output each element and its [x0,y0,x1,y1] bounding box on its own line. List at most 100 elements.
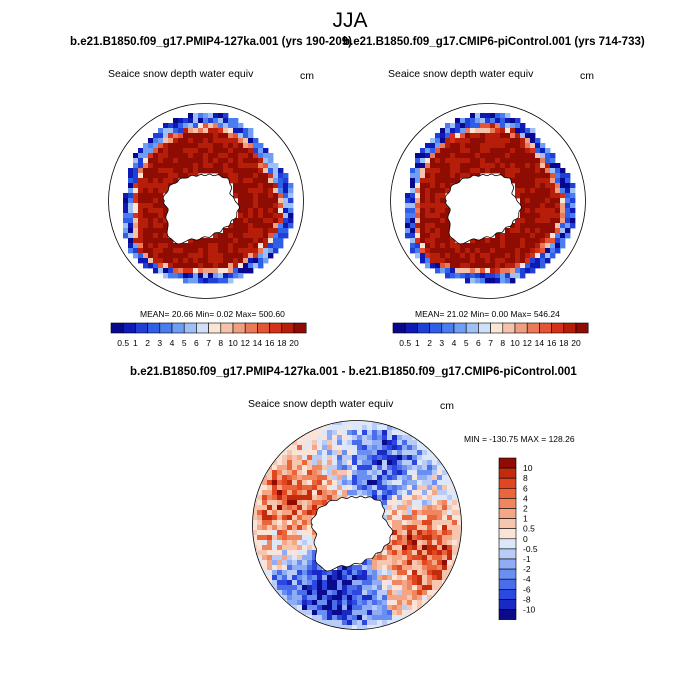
panel-right-colorbar-swatch [575,322,589,334]
panel-right-colorbar-tick-label: 20 [571,338,581,348]
panel-right-colorbar-swatch [539,322,552,334]
panel-right-colorbar-swatch [417,322,430,334]
panel-left-colorbar-tick-label: 20 [289,338,299,348]
panel-right-colorbar-swatch [502,322,516,334]
panel-right-colorbar-tick-label: 3 [439,338,444,348]
panel-diff-coastline [310,495,394,572]
panel-right-colorbar: 0.5 1 2 3 4 5 6 7 8 10 12 14 16 18 20 [392,322,589,348]
panel-diff-colorbar-swatch [498,457,517,469]
panel-right-field [405,113,576,284]
panel-right-colorbar-swatch [453,322,467,334]
panel-diff-title: b.e21.B1850.f09_g17.PMIP4-127ka.001 - b.… [130,366,577,378]
panel-right-colorbar-tick-label: 6 [476,338,481,348]
panel-diff-colorbar-swatch [498,578,517,590]
panel-right-colorbar-swatch [441,322,455,334]
panel-right-colorbar-swatch [465,322,479,334]
panel-left-colorbar-tick-label: 4 [170,338,175,348]
panel-diff-colorbar-tick-label: 4 [523,493,528,503]
panel-diff-colorbar-tick-label: -6 [523,584,531,594]
panel-diff-colorbar-swatch [498,538,517,550]
panel-diff-colorbar-tick-label: 6 [523,483,528,493]
season-title: JJA [332,9,368,32]
panel-diff-colorbar-tick-label: -8 [523,594,531,604]
panel-diff-colorbar-swatch [498,599,517,610]
panel-right-coastline [444,173,522,245]
panel-right-colorbar-swatch [404,322,418,334]
panel-diff-colorbar-swatch [498,548,517,560]
panel-left-colorbar-tick-label: 10 [228,338,238,348]
panel-right-stats: MEAN= 21.02 Min= 0.00 Max= 546.24 [415,309,560,319]
panel-diff-colorbar-swatch [498,477,517,489]
panel-diff-colorbar-tick-label: -2 [523,564,531,574]
panel-left-colorbar-tick-label: 18 [277,338,287,348]
panel-right-colorbar-swatch [429,322,443,334]
panel-right-variable-label: Seaice snow depth water equiv [388,68,534,80]
panel-right-colorbar-swatch [490,322,504,334]
panel-left-map [108,103,304,299]
panel-right-colorbar-tick-label: 18 [559,338,569,348]
panel-diff-colorbar-swatch [498,467,517,479]
panel-left-stats: MEAN= 20.66 Min= 0.02 Max= 500.60 [140,309,285,319]
panel-diff-colorbar-swatch [498,487,517,499]
panel-left-colorbar-tick-label: 1 [133,338,138,348]
panel-left-colorbar-tick-label: 6 [194,338,199,348]
panel-right-title: b.e21.B1850.f09_g17.CMIP6-piControl.001 … [343,36,645,48]
panel-right-colorbar-tick-label: 16 [547,338,557,348]
panel-left-units: cm [300,70,314,82]
panel-left-colorbar-swatch [220,322,234,334]
panel-left-colorbar-swatch [281,322,295,334]
panel-left-colorbar-swatch [293,322,307,334]
panel-left-colorbar-swatch [196,322,209,334]
panel-diff-colorbar-swatch [498,498,517,509]
panel-right-colorbar-swatch [514,322,528,334]
panel-right-map-border [390,103,586,299]
panel-left-colorbar-tick-label: 2 [145,338,150,348]
panel-right-colorbar-swatch [392,322,406,334]
panel-left-colorbar-swatch [232,322,246,334]
panel-left-colorbar-tick-label: 7 [206,338,211,348]
panel-diff-units: cm [440,400,454,412]
panel-right-colorbar-tick-label: 1 [415,338,420,348]
panel-diff-colorbar-tick-label: -10 [523,605,536,615]
panel-diff-map [252,420,462,630]
panel-right-units: cm [580,70,594,82]
panel-right-colorbar-tick-label: 8 [500,338,505,348]
panel-diff-stats: MIN = -130.75 MAX = 128.26 [464,434,575,444]
panel-diff-colorbar-tick-label: -4 [523,574,531,584]
panel-diff-map-border [252,420,462,630]
panel-left-variable-label: Seaice snow depth water equiv [108,68,254,80]
panel-left-colorbar-swatch [269,322,283,334]
panel-right-colorbar-swatch [563,322,577,334]
panel-right-colorbar-tick-label: 10 [510,338,520,348]
panel-right-colorbar-tick-label: 5 [464,338,469,348]
panel-left-colorbar-swatch [208,322,222,334]
panel-left-colorbar-swatch [244,322,258,334]
panel-left-colorbar-tick-label: 3 [157,338,162,348]
panel-diff-colorbar-tick-label: -0.5 [523,544,538,554]
panel-left-title: b.e21.B1850.f09_g17.PMIP4-127ka.001 (yrs… [70,36,352,48]
panel-left-map-border [108,103,304,299]
panel-left-colorbar-tick-label: 5 [182,338,187,348]
panel-diff-colorbar-tick-label: 0 [523,534,528,544]
panel-diff-colorbar-tick-label: 8 [523,473,528,483]
panel-diff-colorbar-tick-label: -1 [523,554,531,564]
panel-right-map [390,103,586,299]
panel-right-colorbar-swatch [551,322,565,334]
panel-left-colorbar-tick-label: 14 [253,338,263,348]
panel-left-colorbar-swatch [171,322,185,334]
panel-diff-colorbar-swatch [498,568,517,580]
panel-diff-colorbar-swatch [498,558,517,570]
panel-right-colorbar-tick-label: 14 [535,338,545,348]
panel-diff-colorbar-tick-label: 1 [523,514,528,524]
panel-left-coastline [162,173,240,245]
panel-left-colorbar-swatch [159,322,173,334]
panel-diff-colorbar-swatch [498,609,517,620]
panel-left-colorbar-tick-label: 16 [265,338,275,348]
panel-right-colorbar-swatch [526,322,540,334]
panel-left-colorbar-swatch [122,322,136,334]
panel-diff-colorbar-swatch [498,518,517,529]
panel-right-colorbar-tick-label: 0.5 [399,338,411,348]
panel-left-colorbar: 0.5 1 2 3 4 5 6 7 8 10 12 14 16 18 20 [110,322,307,348]
panel-right-colorbar-tick-label: 4 [452,338,457,348]
